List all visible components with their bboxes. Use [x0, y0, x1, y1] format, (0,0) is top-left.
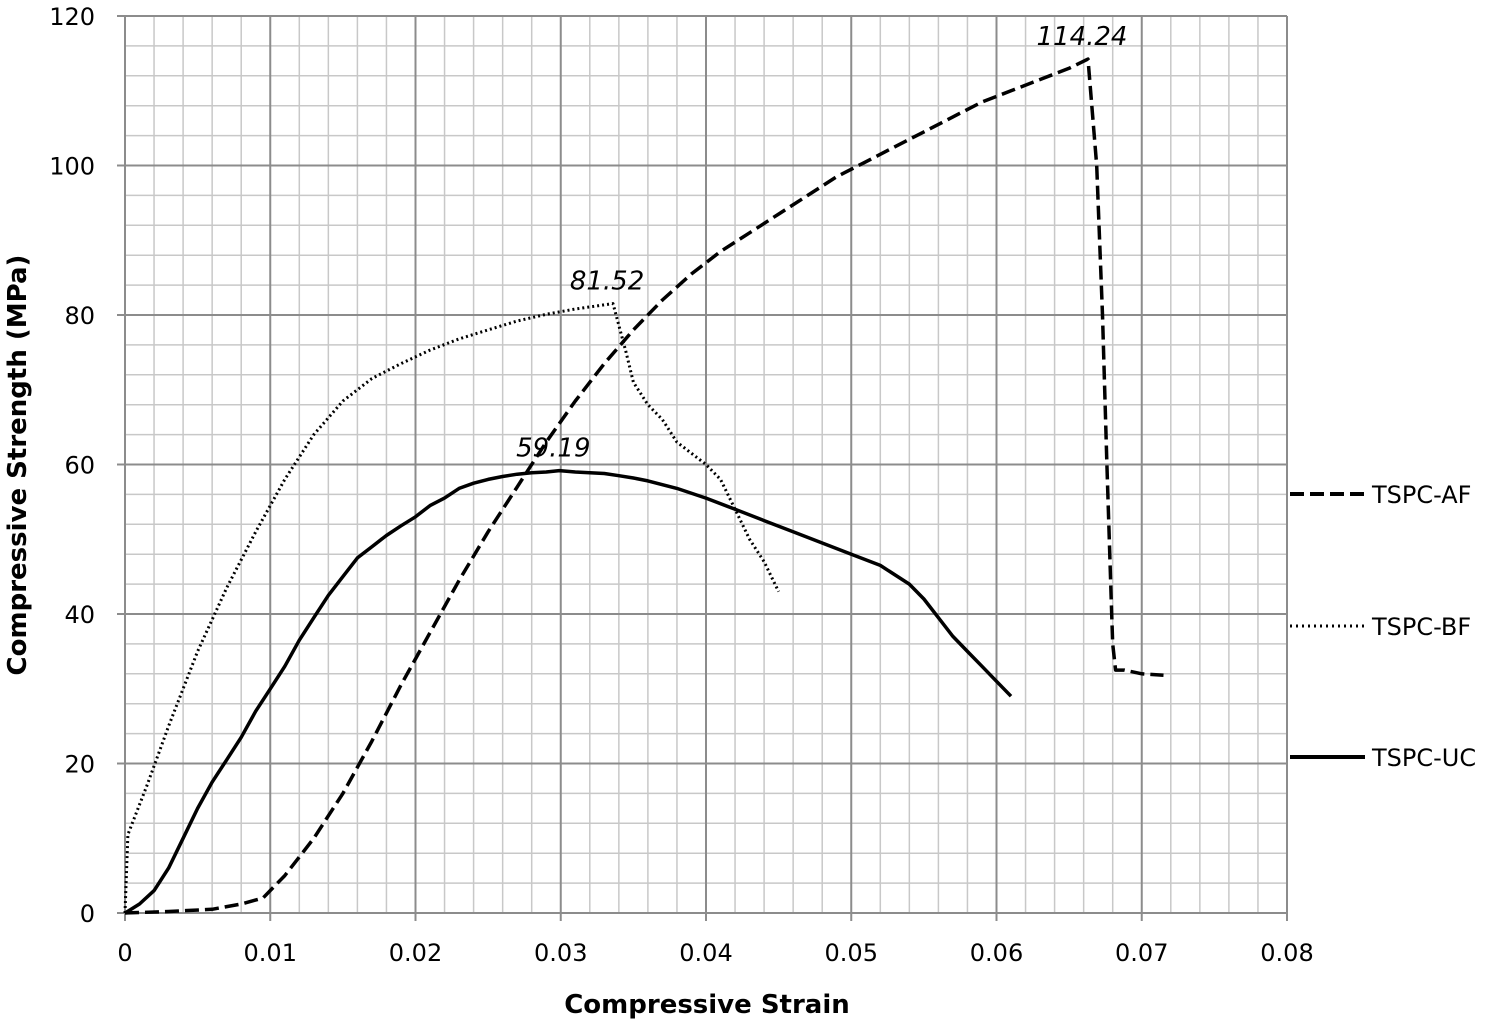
legend-label-tspc-bf: TSPC-BF: [1371, 613, 1471, 641]
x-tick-labels: 0 0.01 0.02 0.03 0.04 0.05 0.06 0.07 0.08: [117, 939, 1313, 967]
y-tick-label: 40: [64, 601, 95, 629]
peak-label-tspc-bf: 81.52: [570, 267, 644, 297]
series-line-tspc-bf: [123, 302, 780, 914]
x-tick-label: 0.02: [389, 939, 442, 967]
x-tick-label: 0.01: [244, 939, 297, 967]
y-tick-label: 60: [64, 452, 95, 480]
x-tick-label: 0.06: [970, 939, 1023, 967]
series-line-tspc-uc: [124, 468, 1013, 915]
y-tick-label: 20: [64, 751, 95, 779]
x-tick-label: 0.08: [1260, 939, 1313, 967]
legend-label-tspc-af: TSPC-AF: [1371, 481, 1471, 509]
y-tick-label: 100: [49, 153, 95, 181]
peak-annotations: 114.24 81.52 59.19: [516, 22, 1127, 463]
series-line-tspc-af: [124, 57, 1164, 915]
axes: [117, 15, 1288, 921]
x-tick-label: 0.03: [534, 939, 587, 967]
x-tick-label: 0: [117, 939, 132, 967]
legend: TSPC-AF TSPC-BF TSPC-UC: [1290, 481, 1476, 772]
x-tick-label: 0.05: [825, 939, 878, 967]
legend-label-tspc-uc: TSPC-UC: [1371, 744, 1476, 772]
series-lines: [123, 57, 1164, 915]
y-tick-labels: 0 20 40 60 80 100 120: [49, 3, 95, 928]
x-tick-label: 0.07: [1115, 939, 1168, 967]
peak-label-tspc-uc: 59.19: [516, 434, 590, 464]
y-axis-title: Compressive Strength (MPa): [3, 255, 33, 676]
x-axis-title: Compressive Strain: [564, 990, 850, 1020]
y-tick-label: 120: [49, 3, 95, 31]
x-tick-label: 0.04: [679, 939, 732, 967]
peak-label-tspc-af: 114.24: [1037, 22, 1128, 52]
y-tick-label: 80: [64, 302, 95, 330]
y-tick-label: 0: [80, 900, 95, 928]
